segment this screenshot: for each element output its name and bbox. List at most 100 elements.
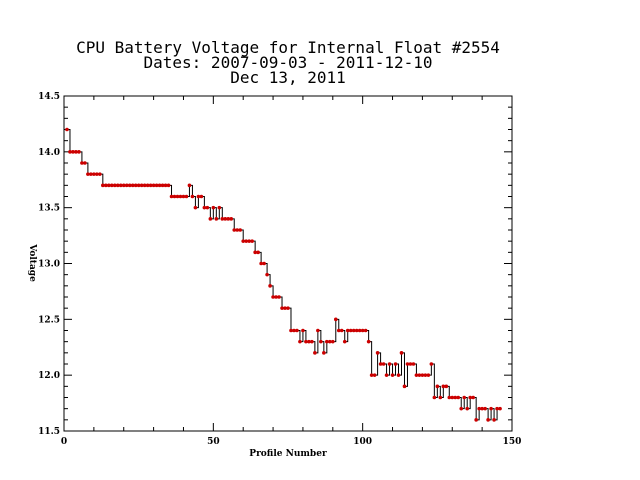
data-point xyxy=(328,339,332,344)
data-point xyxy=(244,239,248,243)
y-tick-label: 11.5 xyxy=(38,427,60,437)
series-line xyxy=(66,129,501,421)
data-point xyxy=(366,339,371,344)
data-point xyxy=(345,328,350,333)
data-point xyxy=(492,418,496,422)
data-point xyxy=(136,183,141,188)
data-point xyxy=(405,362,410,366)
chart-title-line-3: Dec 13, 2011 xyxy=(230,68,346,87)
data-point xyxy=(115,183,120,188)
data-point xyxy=(259,261,263,266)
data-point xyxy=(256,250,260,255)
data-point xyxy=(441,384,446,389)
data-point xyxy=(208,217,213,221)
data-point xyxy=(399,351,404,355)
data-point xyxy=(214,217,219,221)
data-point xyxy=(342,339,347,344)
y-tick-label: 14.0 xyxy=(38,148,60,158)
data-point xyxy=(250,239,254,243)
data-point xyxy=(107,183,111,188)
data-point xyxy=(280,306,284,310)
data-point xyxy=(462,395,467,400)
data-point xyxy=(101,183,105,188)
data-point xyxy=(447,395,452,400)
data-point xyxy=(235,228,240,232)
data-point xyxy=(480,406,484,411)
series-markers xyxy=(65,127,502,422)
data-point xyxy=(307,339,311,344)
data-point xyxy=(196,194,201,199)
data-point xyxy=(104,183,108,188)
data-point xyxy=(331,339,335,344)
data-point xyxy=(369,373,374,377)
data-point xyxy=(68,150,72,154)
data-point xyxy=(295,328,299,333)
data-point xyxy=(178,194,183,199)
data-point xyxy=(241,239,245,243)
data-point xyxy=(498,406,502,411)
data-point xyxy=(378,362,383,366)
data-point xyxy=(98,172,102,176)
data-point xyxy=(304,339,308,344)
data-point xyxy=(169,194,174,199)
data-point xyxy=(465,406,470,411)
data-point xyxy=(486,418,490,422)
data-point xyxy=(456,395,461,400)
data-point xyxy=(181,194,186,199)
data-point xyxy=(363,328,368,333)
data-point xyxy=(417,373,422,377)
data-point xyxy=(408,362,413,366)
data-point xyxy=(238,228,243,232)
plot-frame xyxy=(63,95,513,432)
y-tick-label: 13.0 xyxy=(38,260,60,270)
data-point xyxy=(274,295,278,299)
data-point xyxy=(489,406,493,411)
y-tick-label: 13.5 xyxy=(38,204,60,214)
data-point xyxy=(390,373,395,377)
x-tick-label: 0 xyxy=(61,437,67,447)
data-point xyxy=(372,373,377,377)
data-point xyxy=(325,339,329,344)
data-point xyxy=(193,205,198,210)
data-point xyxy=(217,205,222,210)
data-point xyxy=(471,395,475,400)
data-point xyxy=(92,172,96,176)
data-point xyxy=(190,194,195,199)
data-point xyxy=(151,183,156,188)
data-point xyxy=(229,217,234,221)
data-point xyxy=(450,395,455,400)
data-point xyxy=(121,183,126,188)
data-point xyxy=(402,384,407,389)
x-tick-label: 100 xyxy=(353,437,372,447)
x-tick-label: 50 xyxy=(207,437,220,447)
data-point xyxy=(226,217,231,221)
data-point xyxy=(283,306,287,310)
data-point xyxy=(145,183,150,188)
data-point xyxy=(360,328,365,333)
data-point xyxy=(414,373,419,377)
data-point xyxy=(313,351,317,355)
data-point xyxy=(220,217,225,221)
data-point xyxy=(322,351,326,355)
axis-ticks xyxy=(63,95,513,432)
data-point xyxy=(319,339,323,344)
data-point xyxy=(202,205,207,210)
data-point xyxy=(289,328,293,333)
data-point xyxy=(426,373,431,377)
data-point xyxy=(253,250,257,255)
data-point xyxy=(438,395,443,400)
y-axis-label: Voltage xyxy=(27,243,37,282)
data-point xyxy=(95,172,99,176)
chart-title-line-2: Dates: 2007-09-03 - 2011-12-10 xyxy=(144,53,433,72)
data-point xyxy=(339,328,344,333)
data-point xyxy=(459,406,464,411)
data-point xyxy=(130,183,135,188)
data-point xyxy=(124,183,129,188)
data-point xyxy=(172,194,177,199)
data-point xyxy=(423,373,428,377)
data-point xyxy=(477,406,481,411)
data-point xyxy=(393,362,398,366)
data-point xyxy=(112,183,117,188)
data-point xyxy=(453,395,458,400)
